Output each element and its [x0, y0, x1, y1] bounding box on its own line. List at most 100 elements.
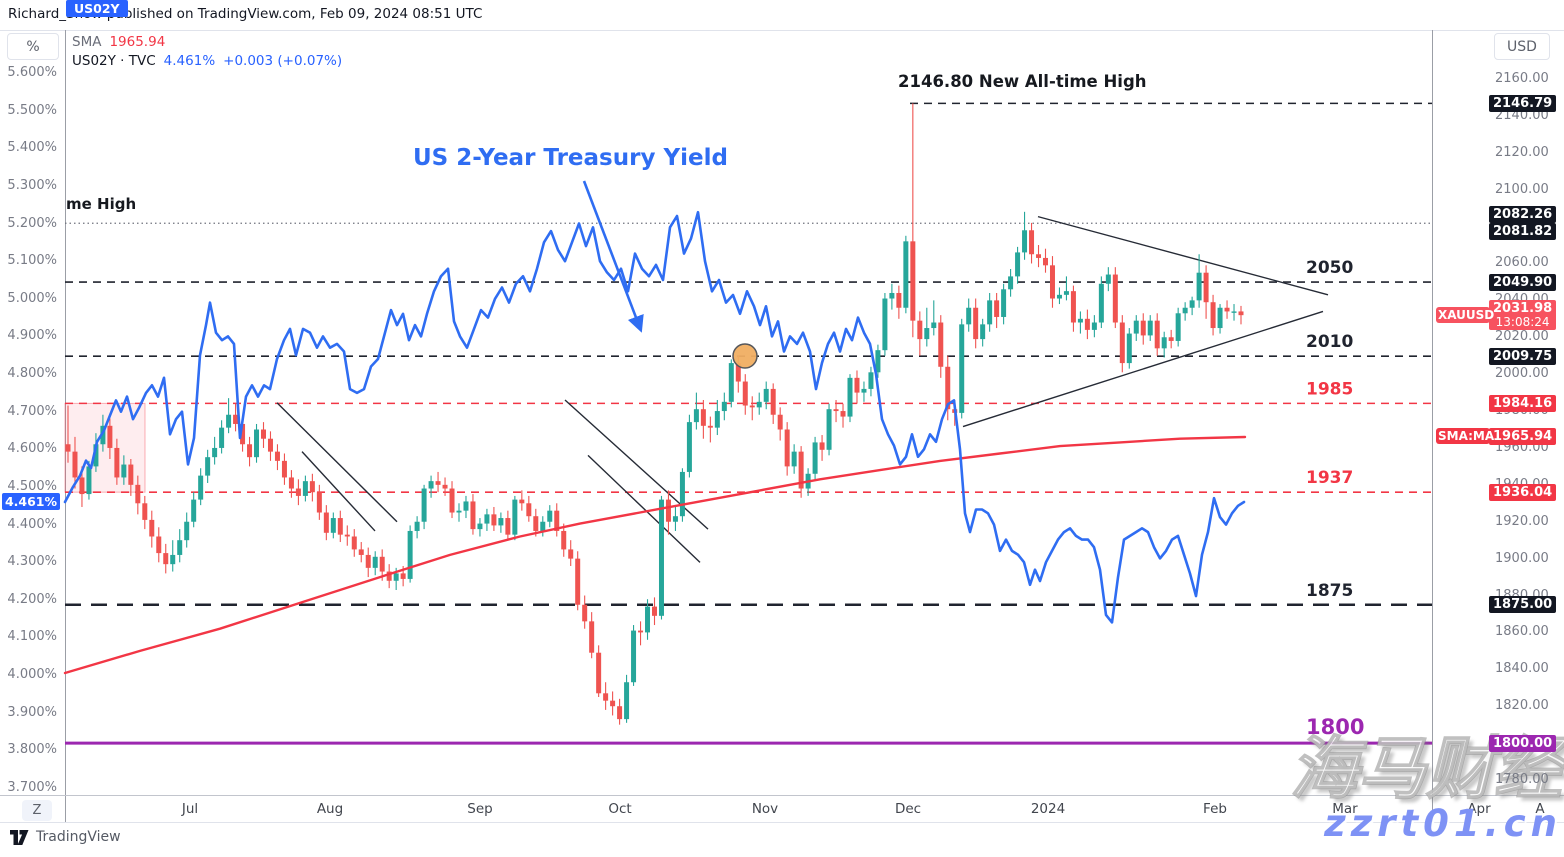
yield-tick-label: 3.800% — [7, 742, 57, 758]
price-tick-label: 2000.00 — [1495, 366, 1549, 382]
sma-legend-label: SMA — [72, 34, 102, 50]
series-side-tag-SMA:MA: SMA:MA — [1436, 428, 1495, 445]
indicator-legend[interactable]: SMA 1965.94 US02Y · TVC 4.461% +0.003 (+… — [72, 33, 342, 71]
price-tick-label: 1920.00 — [1495, 513, 1549, 529]
symbol-legend-last: 4.461% — [163, 53, 216, 69]
plot-left-border — [65, 30, 66, 822]
yield-current-value-tag: 4.461% — [2, 492, 60, 510]
circle-marker[interactable] — [732, 343, 758, 369]
price-tick-label: 2100.00 — [1495, 181, 1549, 197]
yield-tick-label: 5.200% — [7, 215, 57, 231]
old-high-annotation: me High — [66, 195, 136, 213]
yield-tick-label: 5.100% — [7, 253, 57, 269]
trendline-3[interactable] — [564, 399, 709, 530]
price-tag-1936.04: 1936.04 — [1489, 483, 1557, 501]
price-tick-label: 1900.00 — [1495, 550, 1549, 566]
time-axis-label-Nov: Nov — [751, 801, 779, 817]
price-tag-1965.94: 1965.94 — [1489, 428, 1557, 446]
left-axis-unit-button[interactable]: % — [7, 33, 59, 60]
price-tick-label: 1820.00 — [1495, 698, 1549, 714]
price-tag-2009.75: 2009.75 — [1489, 347, 1557, 365]
price-tag-2031.98: 2031.98 13:08:24 — [1489, 300, 1557, 331]
symbol-legend-title: US02Y · TVC — [72, 53, 156, 69]
footer-bar: TradingView — [10, 829, 121, 845]
us02y-series-tag: US02Y — [66, 0, 128, 17]
price-tag-2081.82: 2081.82 — [1489, 223, 1557, 241]
sma-legend-row: SMA 1965.94 — [72, 33, 342, 52]
price-tick-label: 1840.00 — [1495, 661, 1549, 677]
symbol-legend-change: +0.003 (+0.07%) — [223, 53, 343, 69]
yield-tick-label: 4.300% — [7, 554, 57, 570]
yield-annotation-arrow — [582, 180, 644, 333]
price-levels-layer: 2050 2010 1985 1937 1875 1800 — [65, 102, 1432, 745]
time-axis-label-Jul: Jul — [181, 801, 199, 817]
time-axis-label-Aug: Aug — [316, 801, 344, 817]
trendline-4[interactable] — [587, 454, 701, 563]
trendlines-layer — [276, 215, 1329, 563]
level-label-1875: 1875 — [1306, 581, 1353, 601]
tradingview-brand-text[interactable]: TradingView — [36, 829, 121, 845]
yield-tick-label: 5.500% — [7, 102, 57, 118]
trendline-1[interactable] — [276, 402, 398, 523]
yield-tick-label: 4.000% — [7, 667, 57, 683]
level-label-1800: 1800 — [1306, 715, 1364, 739]
price-tick-label: 1780.00 — [1495, 772, 1549, 787]
level-label-2010: 2010 — [1306, 332, 1353, 352]
yield-tick-label: 5.600% — [7, 65, 57, 80]
yield-title-annotation: US 2-Year Treasury Yield — [413, 145, 728, 171]
level-label-1985: 1985 — [1306, 379, 1353, 399]
trendline-6[interactable] — [962, 310, 1324, 428]
timezone-button[interactable]: Z — [22, 800, 52, 821]
time-axis-label-Dec: Dec — [894, 801, 922, 817]
yield-tick-label: 4.700% — [7, 403, 57, 419]
series-side-tag-XAUUSD: XAUUSD — [1436, 306, 1495, 323]
level-label-1937: 1937 — [1306, 468, 1353, 488]
level-label-2050: 2050 — [1306, 258, 1353, 278]
yield-tick-label: 5.400% — [7, 140, 57, 156]
yield-tick-label: 4.600% — [7, 441, 57, 457]
yield-tick-label: 4.800% — [7, 366, 57, 382]
price-tag-1875.00: 1875.00 — [1489, 596, 1557, 614]
tradingview-logo-icon[interactable] — [10, 829, 29, 845]
plot-right-border — [1432, 30, 1433, 822]
yield-tick-label: 4.900% — [7, 328, 57, 344]
right-price-axis[interactable]: 2160.002140.002120.002100.002080.002060.… — [1432, 30, 1564, 822]
price-tick-label: 2020.00 — [1495, 329, 1549, 345]
right-axis-unit-button[interactable]: USD — [1494, 33, 1550, 60]
new-ath-annotation: 2146.80 New All-time High — [898, 72, 1147, 91]
yield-tick-label: 4.500% — [7, 478, 57, 494]
time-axis-label-Feb: Feb — [1203, 801, 1227, 817]
yield-tick-label: 4.100% — [7, 629, 57, 645]
time-axis-label-Oct: Oct — [608, 801, 632, 817]
trendline-5[interactable] — [1037, 215, 1329, 296]
yield-tick-label: 4.200% — [7, 591, 57, 607]
yield-tick-label: 3.900% — [7, 704, 57, 720]
yield-tick-label: 5.300% — [7, 177, 57, 193]
yield-tick-label: 5.000% — [7, 290, 57, 306]
left-yield-axis[interactable]: 5.600% 5.500% 5.400% 5.300% 5.200% 5.100% 5.00… — [0, 30, 65, 822]
price-tick-label: 2120.00 — [1495, 144, 1549, 160]
price-tag-1800.00: 1800.00 — [1489, 734, 1557, 752]
time-axis-label-Sep: Sep — [467, 801, 493, 817]
time-axis-top-border — [0, 795, 1564, 796]
us02y-yield-line[interactable] — [63, 210, 1246, 624]
price-tick-label: 1860.00 — [1495, 624, 1549, 640]
sma-legend-value: 1965.94 — [109, 34, 166, 50]
time-axis-label-Apr: Apr — [1467, 801, 1491, 817]
price-tag-1984.16: 1984.16 — [1489, 394, 1557, 412]
price-tag-2082.26: 2082.26 — [1489, 205, 1557, 223]
price-tag-2146.79: 2146.79 — [1489, 94, 1557, 112]
price-tick-label: 2060.00 — [1495, 255, 1549, 271]
time-axis-label-A: A — [1535, 801, 1545, 817]
symbol-legend-row: US02Y · TVC 4.461% +0.003 (+0.07%) — [72, 52, 342, 71]
price-tag-time: 13:08:24 — [1495, 315, 1550, 330]
time-axis-bottom-border — [0, 822, 1564, 823]
sma-line[interactable] — [63, 435, 1247, 675]
yield-tick-label: 3.700% — [7, 780, 57, 795]
time-axis[interactable]: Jul Aug Sep Oct Nov Dec 2024 Feb Mar Apr A — [0, 796, 1564, 822]
price-tag-2049.90: 2049.90 — [1489, 273, 1557, 291]
price-tick-label: 2160.00 — [1495, 71, 1549, 86]
trendline-2[interactable] — [301, 451, 376, 532]
